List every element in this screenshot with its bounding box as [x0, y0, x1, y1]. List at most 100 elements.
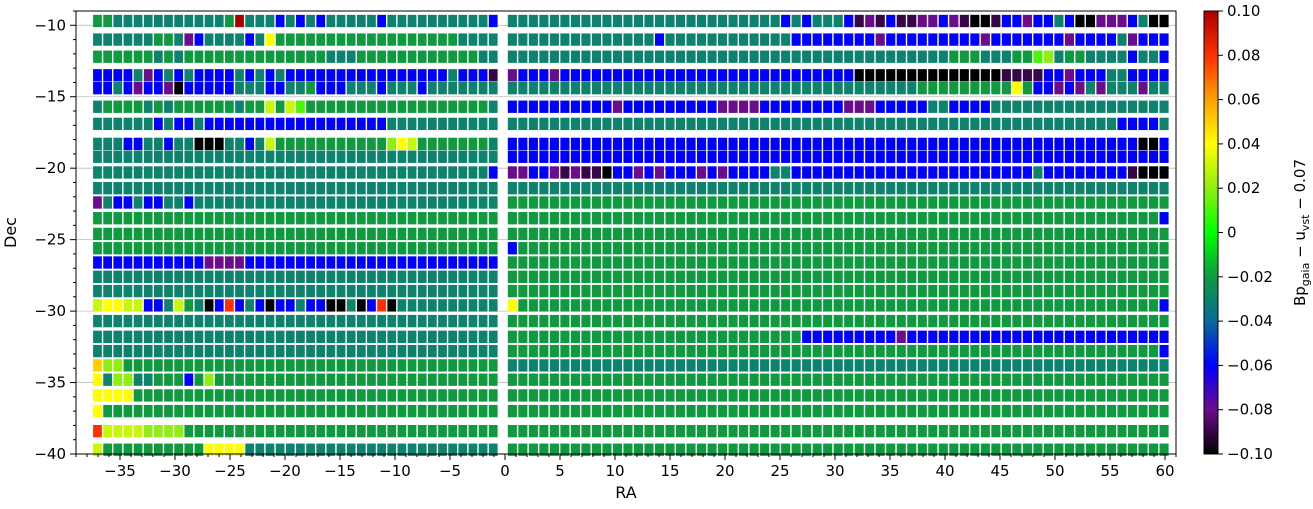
- heatmap-cell: [959, 373, 969, 386]
- heatmap-cell: [697, 82, 707, 95]
- heatmap-cell: [326, 330, 336, 343]
- heatmap-cell: [225, 270, 234, 283]
- heatmap-cell: [791, 330, 801, 343]
- heatmap-cell: [865, 212, 875, 225]
- heatmap-cell: [204, 182, 214, 195]
- heatmap-cell: [539, 242, 549, 255]
- heatmap-cell: [760, 117, 770, 131]
- heatmap-cell: [164, 256, 173, 269]
- heatmap-cell: [907, 166, 917, 179]
- heatmap-cell: [407, 389, 417, 402]
- heatmap-cell: [1054, 314, 1064, 328]
- heatmap-cell: [581, 404, 591, 418]
- heatmap-cell: [153, 117, 163, 131]
- heatmap-cell: [854, 314, 864, 328]
- heatmap-cell: [468, 69, 478, 82]
- heatmap-cell: [528, 373, 538, 386]
- heatmap-cell: [1138, 14, 1148, 28]
- heatmap-cell: [539, 424, 549, 438]
- heatmap-cell: [1127, 150, 1138, 163]
- heatmap-cell: [448, 33, 458, 46]
- heatmap-cell: [356, 50, 366, 63]
- heatmap-cell: [397, 330, 407, 343]
- heatmap-cell: [397, 389, 407, 402]
- heatmap-cell: [458, 256, 468, 269]
- heatmap-cell: [686, 256, 696, 269]
- heatmap-cell: [697, 330, 707, 343]
- heatmap-cell: [591, 182, 601, 195]
- heatmap-cell: [214, 299, 224, 312]
- heatmap-cell: [907, 344, 917, 358]
- heatmap-cell: [675, 14, 686, 28]
- heatmap-cell: [1012, 404, 1022, 418]
- heatmap-cell: [991, 299, 1001, 312]
- heatmap-cell: [255, 314, 265, 328]
- heatmap-cell: [949, 359, 959, 372]
- heatmap-cell: [123, 82, 133, 95]
- heatmap-cell: [570, 100, 580, 113]
- heatmap-cell: [644, 137, 654, 151]
- heatmap-cell: [802, 14, 812, 28]
- heatmap-cell: [1022, 424, 1032, 438]
- heatmap-cell: [174, 69, 184, 82]
- heatmap-cell: [1022, 196, 1032, 209]
- heatmap-cell: [255, 424, 265, 438]
- heatmap-cell: [959, 270, 969, 283]
- heatmap-cell: [1117, 150, 1127, 163]
- heatmap-cell: [896, 117, 906, 131]
- heatmap-cell: [1075, 182, 1085, 195]
- heatmap-cell: [854, 256, 864, 269]
- heatmap-cell: [153, 270, 163, 283]
- heatmap-cell: [518, 424, 528, 438]
- heatmap-cell: [1064, 404, 1074, 418]
- heatmap-cell: [781, 404, 791, 418]
- heatmap-cell: [143, 82, 153, 95]
- heatmap-cell: [407, 182, 417, 195]
- heatmap-cell: [1138, 33, 1148, 46]
- heatmap-cell: [448, 314, 458, 328]
- heatmap-cell: [854, 69, 864, 82]
- heatmap-cell: [285, 14, 295, 28]
- heatmap-cell: [865, 389, 875, 402]
- heatmap-cell: [528, 33, 538, 46]
- heatmap-cell: [549, 100, 559, 113]
- heatmap-cell: [1043, 330, 1053, 343]
- heatmap-cell: [886, 50, 896, 63]
- heatmap-cell: [665, 182, 675, 195]
- heatmap-cell: [184, 100, 194, 113]
- heatmap-cell: [1117, 69, 1127, 82]
- heatmap-cell: [623, 150, 633, 163]
- heatmap-cell: [93, 82, 102, 95]
- heatmap-cell: [133, 443, 143, 456]
- heatmap-cell: [654, 100, 665, 113]
- heatmap-cell: [113, 404, 123, 418]
- heatmap-cell: [427, 330, 437, 343]
- heatmap-cell: [153, 359, 163, 372]
- heatmap-cell: [602, 389, 612, 402]
- heatmap-cell: [93, 182, 102, 195]
- heatmap-cell: [591, 33, 601, 46]
- heatmap-cell: [739, 182, 749, 195]
- heatmap-cell: [1117, 424, 1127, 438]
- heatmap-cell: [570, 82, 580, 95]
- heatmap-cell: [865, 33, 875, 46]
- heatmap-cell: [306, 284, 315, 298]
- heatmap-cell: [560, 404, 570, 418]
- heatmap-cell: [549, 117, 559, 131]
- heatmap-cell: [770, 137, 780, 151]
- heatmap-cell: [346, 404, 356, 418]
- heatmap-cell: [1054, 50, 1064, 63]
- heatmap-cell: [644, 284, 654, 298]
- heatmap-cell: [633, 299, 644, 312]
- heatmap-cell: [367, 424, 376, 438]
- heatmap-cell: [686, 389, 696, 402]
- heatmap-cell: [1012, 100, 1022, 113]
- heatmap-cell: [184, 150, 194, 163]
- heatmap-cell: [623, 117, 633, 131]
- heatmap-cell: [980, 344, 990, 358]
- heatmap-cell: [1054, 166, 1064, 179]
- heatmap-cell: [336, 270, 346, 283]
- heatmap-cell: [377, 373, 386, 386]
- heatmap-cell: [1012, 137, 1022, 151]
- heatmap-cell: [448, 242, 458, 255]
